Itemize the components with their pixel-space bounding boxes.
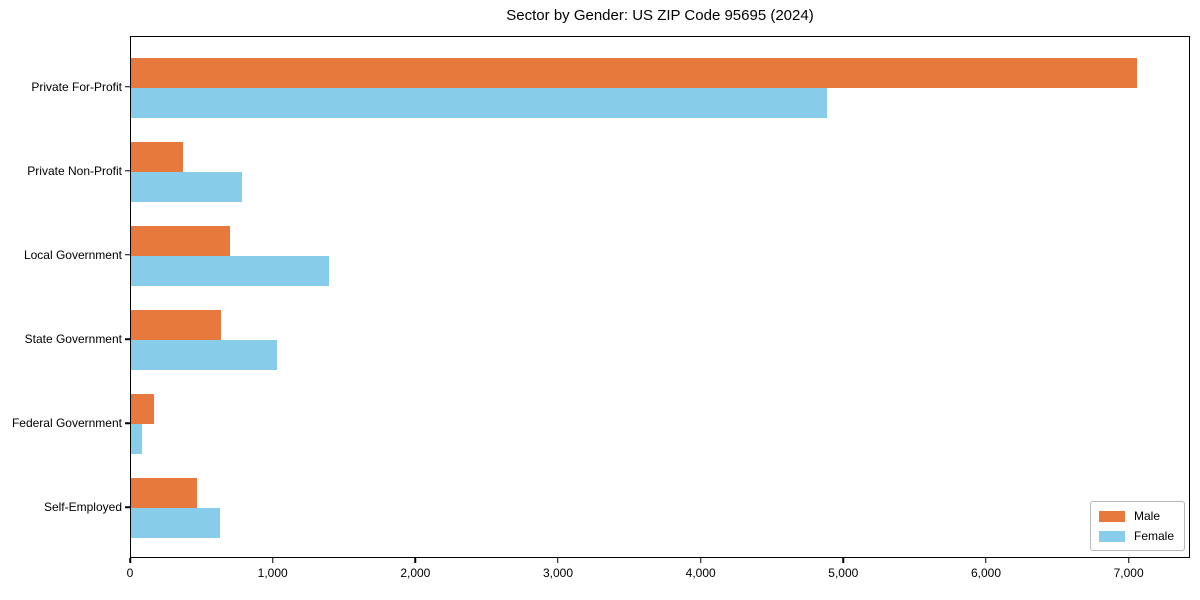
ytick-label: Federal Government (11, 416, 122, 431)
legend: Male Female (1089, 501, 1185, 551)
xtick-mark (271, 558, 274, 563)
bar-male-3 (131, 225, 231, 256)
xtick-label: 0 (126, 566, 134, 580)
xtick-mark (1127, 558, 1130, 563)
ytick-label: Private Non-Profit (27, 163, 122, 178)
bar-male-6 (131, 478, 198, 509)
bar-male-4 (131, 310, 221, 341)
xtick-mark (699, 558, 702, 563)
bar-male-2 (131, 141, 184, 172)
xtick-label: 4,000 (685, 566, 716, 580)
ytick-label: State Government (24, 332, 122, 347)
xtick-label: 7,000 (1113, 566, 1144, 580)
xtick-mark (414, 558, 417, 563)
bar-female-5 (131, 424, 142, 455)
ytick-mark (125, 85, 130, 88)
bar-male-5 (131, 394, 154, 425)
ytick-mark (125, 169, 130, 172)
xtick-label: 6,000 (970, 566, 1001, 580)
xtick-mark (842, 558, 845, 563)
bar-female-1 (131, 87, 828, 118)
xtick-label: 2,000 (400, 566, 431, 580)
legend-label: Male (1133, 509, 1160, 523)
legend-swatch-male (1098, 510, 1125, 522)
xtick-mark (985, 558, 987, 563)
legend-swatch-female (1098, 530, 1125, 542)
legend-entry-male: Male (1098, 509, 1174, 523)
xtick-mark (557, 558, 559, 563)
ytick-label: Self-Employed (43, 500, 122, 515)
ytick-mark (125, 422, 130, 425)
xtick-mark (129, 558, 131, 563)
bar-female-2 (131, 171, 243, 202)
xtick-label: 3,000 (542, 566, 573, 580)
ytick-mark (125, 506, 130, 509)
bar-female-4 (131, 340, 277, 371)
legend-label: Female (1133, 529, 1174, 543)
xtick-label: 1,000 (257, 566, 288, 580)
xtick-label: 5,000 (828, 566, 859, 580)
bar-female-3 (131, 255, 330, 286)
ytick-label: Local Government (23, 247, 122, 262)
bar-female-6 (131, 508, 221, 539)
chart-title: Sector by Gender: US ZIP Code 95695 (202… (506, 7, 814, 24)
legend-entry-female: Female (1098, 529, 1174, 543)
ytick-mark (125, 254, 130, 256)
ytick-label: Private For-Profit (31, 79, 122, 94)
ytick-mark (125, 338, 130, 340)
plot-area (130, 36, 1190, 558)
bar-male-1 (131, 57, 1137, 88)
